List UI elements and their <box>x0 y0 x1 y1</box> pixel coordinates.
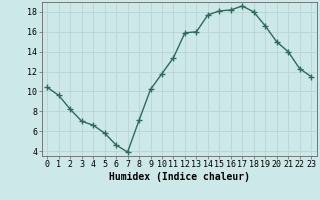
X-axis label: Humidex (Indice chaleur): Humidex (Indice chaleur) <box>109 172 250 182</box>
